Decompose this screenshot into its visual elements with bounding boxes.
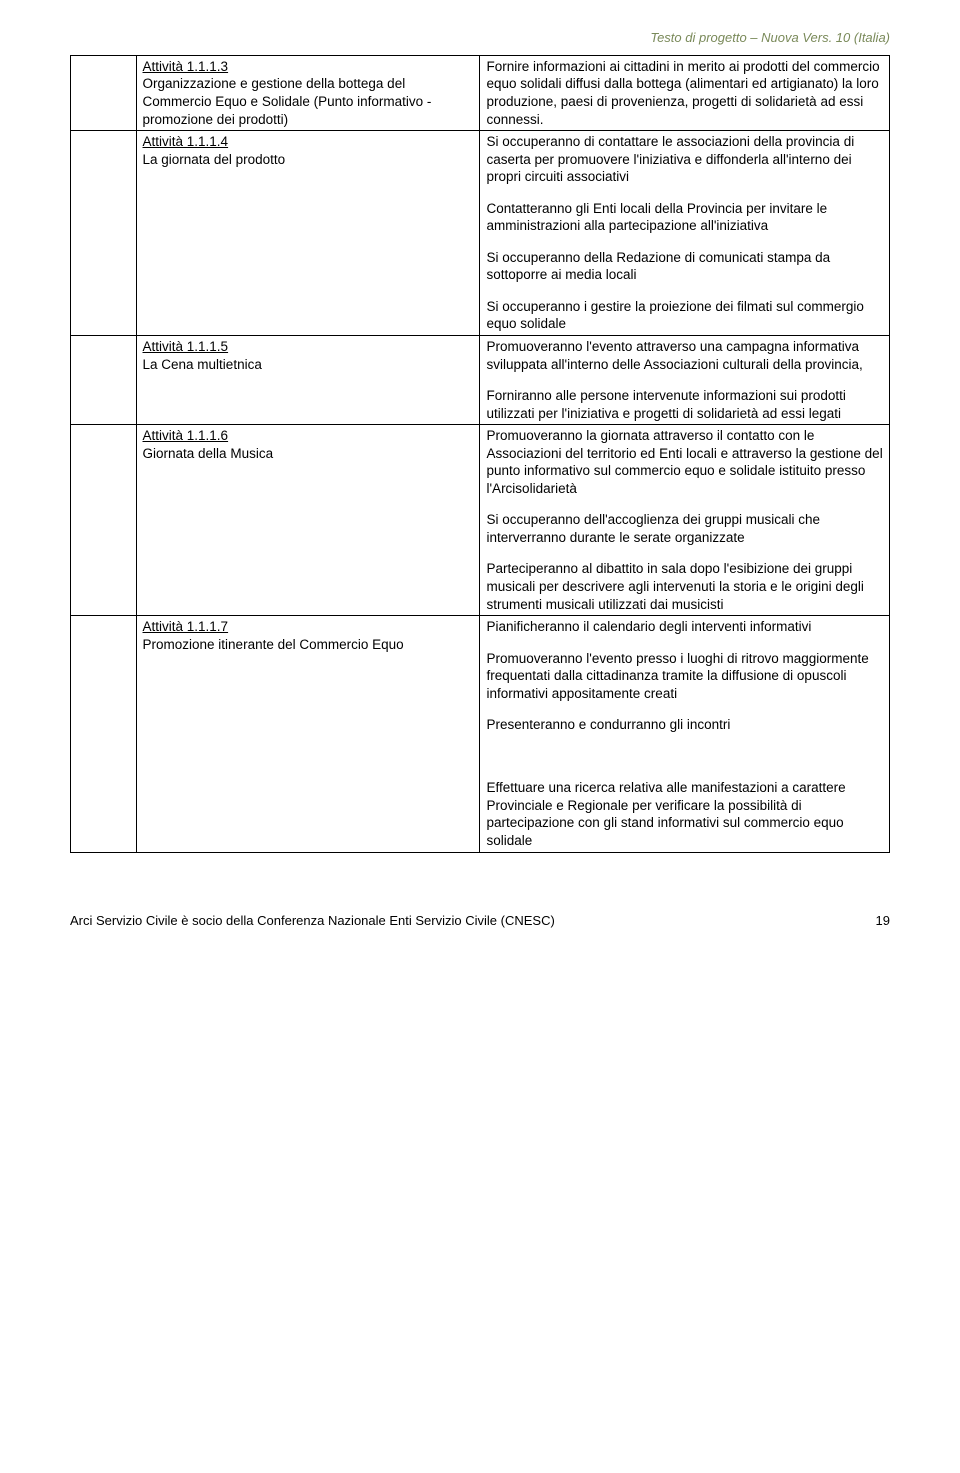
activity-cell: Attività 1.1.1.5 La Cena multietnica — [136, 336, 480, 425]
activity-title: Attività 1.1.1.4 — [143, 134, 229, 149]
table-row: Attività 1.1.1.6 Giornata della Musica Pro… — [71, 425, 890, 616]
activity-cell: Attività 1.1.1.6 Giornata della Musica — [136, 425, 480, 616]
description-cell: Promuoveranno l'evento attraverso una ca… — [480, 336, 890, 425]
description-cell: Si occuperanno di contattare le associaz… — [480, 131, 890, 336]
table-row: Attività 1.1.1.4 La giornata del prodotto… — [71, 131, 890, 336]
activity-title: Attività 1.1.1.5 — [143, 339, 229, 354]
empty-cell — [71, 55, 137, 130]
description-paragraph: Si occuperanno dell'accoglienza dei grup… — [486, 511, 883, 546]
description-paragraph: Promuoveranno la giornata attraverso il … — [486, 427, 883, 497]
description-paragraph: Si occuperanno di contattare le associaz… — [486, 133, 883, 186]
page-number: 19 — [876, 913, 890, 930]
description-cell: Fornire informazioni ai cittadini in mer… — [480, 55, 890, 130]
table-row: Attività 1.1.1.3 Organizzazione e gestion… — [71, 55, 890, 130]
table-row: Attività 1.1.1.5 La Cena multietnica Promu… — [71, 336, 890, 425]
empty-cell — [71, 336, 137, 425]
empty-cell — [71, 616, 137, 852]
activity-body: Promozione itinerante del Commercio Equo — [143, 637, 404, 652]
description-cell: Promuoveranno la giornata attraverso il … — [480, 425, 890, 616]
description-paragraph: Parteciperanno al dibattito in sala dopo… — [486, 560, 883, 613]
activities-table: Attività 1.1.1.3 Organizzazione e gestion… — [70, 55, 890, 853]
description-paragraph: Contatteranno gli Enti locali della Prov… — [486, 200, 883, 235]
activity-body: Giornata della Musica — [143, 446, 274, 461]
activity-title: Attività 1.1.1.6 — [143, 428, 229, 443]
footer-text: Arci Servizio Civile è socio della Confe… — [70, 913, 555, 930]
description-paragraph — [486, 748, 883, 766]
description-paragraph: Forniranno alle persone intervenute info… — [486, 387, 883, 422]
description-paragraph: Pianificheranno il calendario degli inte… — [486, 618, 883, 636]
header-project-version: Testo di progetto – Nuova Vers. 10 (Ital… — [70, 30, 890, 47]
description-paragraph: Presenteranno e condurranno gli incontri — [486, 716, 883, 734]
activity-title: Attività 1.1.1.7 — [143, 619, 229, 634]
activity-body: La Cena multietnica — [143, 357, 262, 372]
description-paragraph: Si occuperanno i gestire la proiezione d… — [486, 298, 883, 333]
description-paragraph: Si occuperanno della Redazione di comuni… — [486, 249, 883, 284]
description-cell: Pianificheranno il calendario degli inte… — [480, 616, 890, 852]
description-paragraph: Fornire informazioni ai cittadini in mer… — [486, 58, 883, 128]
empty-cell — [71, 131, 137, 336]
description-paragraph: Effettuare una ricerca relativa alle man… — [486, 779, 883, 849]
activity-body: Organizzazione e gestione della bottega … — [143, 76, 432, 126]
activity-cell: Attività 1.1.1.7 Promozione itinerante de… — [136, 616, 480, 852]
table-row: Attività 1.1.1.7 Promozione itinerante de… — [71, 616, 890, 852]
activity-cell: Attività 1.1.1.3 Organizzazione e gestion… — [136, 55, 480, 130]
page-footer: Arci Servizio Civile è socio della Confe… — [70, 913, 890, 930]
empty-cell — [71, 425, 137, 616]
activity-body: La giornata del prodotto — [143, 152, 286, 167]
description-paragraph: Promuoveranno l'evento attraverso una ca… — [486, 338, 883, 373]
activity-title: Attività 1.1.1.3 — [143, 59, 229, 74]
description-paragraph: Promuoveranno l'evento presso i luoghi d… — [486, 650, 883, 703]
activity-cell: Attività 1.1.1.4 La giornata del prodotto — [136, 131, 480, 336]
